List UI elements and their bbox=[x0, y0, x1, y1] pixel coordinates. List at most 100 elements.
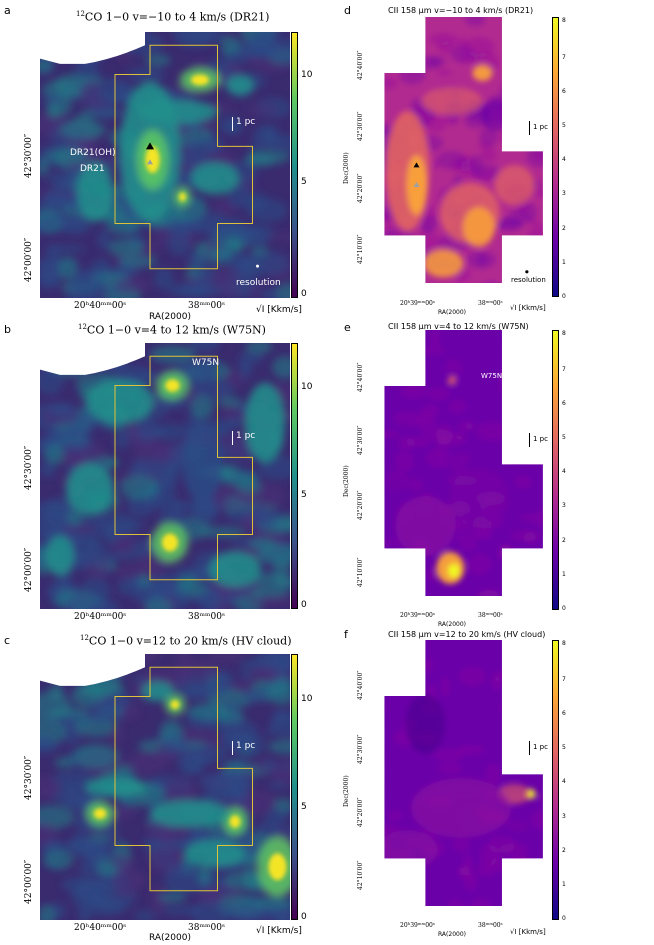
panel-title: 12CO 1−0 v=4 to 12 km/s (W75N) bbox=[78, 323, 266, 337]
colorbar-tick: 7 bbox=[562, 676, 566, 683]
x-tick-label: 20ʰ39ᵐᵐ00ˢ bbox=[400, 922, 435, 929]
scale-bar-label: 1 pc bbox=[236, 117, 256, 127]
panel-label: d bbox=[344, 4, 351, 17]
dr21oh-marker bbox=[146, 142, 154, 150]
cii-map-hv-cloud[interactable] bbox=[372, 640, 550, 920]
scale-bar-label: 1 pc bbox=[533, 435, 548, 443]
y-axis-title: Dec(2000) bbox=[343, 152, 350, 184]
colorbar-tick: 5 bbox=[301, 802, 307, 812]
panel-label: f bbox=[344, 628, 348, 641]
colorbar-tick: 1 bbox=[562, 571, 566, 578]
y-tick-label: 42°00′00″ bbox=[24, 547, 34, 592]
colorbar bbox=[552, 330, 559, 610]
y-tick-label: 42°30′00″ bbox=[24, 133, 34, 178]
co-map-dr21[interactable] bbox=[40, 32, 290, 298]
colorbar-tick: 2 bbox=[562, 537, 566, 544]
y-tick-label: 42°20′00″ bbox=[357, 173, 364, 203]
panel-label: e bbox=[344, 321, 351, 334]
panel-title: CII 158 μm v=−10 to 4 km/s (DR21) bbox=[388, 6, 534, 15]
colorbar-tick: 0 bbox=[562, 605, 566, 612]
colorbar-tick: 5 bbox=[301, 177, 307, 187]
y-tick-label: 42°00′00″ bbox=[24, 859, 34, 904]
colorbar-tick: 3 bbox=[562, 190, 566, 197]
y-axis-title: Dec(2000) bbox=[343, 465, 350, 497]
colorbar bbox=[291, 343, 298, 609]
y-tick-label: 42°40′00″ bbox=[357, 362, 364, 392]
colorbar-tick: 6 bbox=[562, 710, 566, 717]
colorbar-label: √I [Kkm/s] bbox=[510, 928, 546, 936]
x-tick-label: 38ᵐᵐ00ˢ bbox=[478, 612, 503, 619]
co-map-hv-cloud[interactable] bbox=[40, 654, 290, 920]
scale-bar bbox=[529, 433, 530, 447]
dr21-marker bbox=[413, 182, 420, 187]
colorbar-tick: 2 bbox=[562, 225, 566, 232]
x-tick-label: 38ᵐᵐ00ˢ bbox=[188, 612, 225, 622]
panel-label: b bbox=[4, 323, 11, 336]
x-tick-label: 20ʰ40ᵐᵐ00ˢ bbox=[74, 301, 127, 311]
x-tick-label: 38ᵐᵐ00ˢ bbox=[478, 922, 503, 929]
colorbar-tick: 0 bbox=[562, 293, 566, 300]
colorbar-label: √I [Kkm/s] bbox=[256, 305, 302, 315]
x-tick-label: 38ᵐᵐ00ˢ bbox=[188, 301, 225, 311]
annotation-resolution: resolution bbox=[511, 276, 546, 284]
panel-label: c bbox=[4, 634, 11, 647]
colorbar-tick: 0 bbox=[301, 600, 307, 610]
y-tick-label: 42°10′00″ bbox=[357, 860, 364, 890]
panel-title: 12CO 1−0 v=12 to 20 km/s (HV cloud) bbox=[80, 634, 292, 648]
y-tick-label: 42°30′00″ bbox=[357, 111, 364, 141]
scale-bar bbox=[232, 117, 233, 131]
x-tick-label: 20ʰ40ᵐᵐ00ˢ bbox=[74, 612, 127, 622]
colorbar-tick: 7 bbox=[562, 54, 566, 61]
colorbar-tick: 10 bbox=[301, 382, 313, 392]
colorbar-tick: 6 bbox=[562, 88, 566, 95]
x-axis-title: RA(2000) bbox=[149, 933, 191, 943]
colorbar bbox=[291, 654, 298, 920]
annotation-dr21: DR21 bbox=[80, 164, 105, 174]
y-tick-label: 42°40′00″ bbox=[357, 50, 364, 80]
colorbar-tick: 8 bbox=[562, 640, 566, 647]
colorbar-tick: 5 bbox=[562, 744, 566, 751]
y-tick-label: 42°30′00″ bbox=[357, 425, 364, 455]
scale-bar-label: 1 pc bbox=[236, 741, 256, 751]
dr21oh-marker bbox=[413, 162, 420, 168]
y-tick-label: 42°30′00″ bbox=[24, 755, 34, 800]
x-axis-title: RA(2000) bbox=[438, 309, 466, 316]
x-tick-label: 20ʰ39ᵐᵐ00ˢ bbox=[400, 300, 435, 307]
resolution-beam bbox=[525, 270, 529, 274]
y-tick-label: 42°10′00″ bbox=[357, 557, 364, 587]
annotation-dr21oh: DR21(OH) bbox=[70, 148, 116, 158]
colorbar-tick: 6 bbox=[562, 400, 566, 407]
colorbar-label: √I [Kkm/s] bbox=[256, 926, 302, 936]
colorbar-tick: 3 bbox=[562, 502, 566, 509]
cii-map-dr21[interactable] bbox=[372, 17, 550, 297]
annotation-w75n: W75N bbox=[192, 358, 220, 368]
colorbar-tick: 5 bbox=[562, 122, 566, 129]
panel-label: a bbox=[4, 4, 11, 17]
colorbar-tick: 0 bbox=[301, 912, 307, 922]
x-axis-title: RA(2000) bbox=[438, 931, 466, 938]
colorbar-tick: 1 bbox=[562, 259, 566, 266]
y-tick-label: 42°20′00″ bbox=[357, 797, 364, 827]
y-tick-label: 42°30′00″ bbox=[357, 734, 364, 764]
colorbar bbox=[552, 640, 559, 920]
colorbar-tick: 10 bbox=[301, 70, 313, 80]
colorbar-tick: 4 bbox=[562, 156, 566, 163]
scale-bar-label: 1 pc bbox=[533, 123, 548, 131]
y-tick-label: 42°30′00″ bbox=[24, 445, 34, 490]
colorbar-tick: 10 bbox=[301, 694, 313, 704]
colorbar-tick: 8 bbox=[562, 330, 566, 337]
colorbar-label: √I [Kkm/s] bbox=[510, 304, 546, 312]
x-axis-title: RA(2000) bbox=[438, 621, 466, 628]
scale-bar-label: 1 pc bbox=[236, 431, 256, 441]
annotation-w75n: W75N bbox=[481, 372, 503, 380]
cii-map-w75n[interactable] bbox=[372, 330, 550, 610]
colorbar-tick: 0 bbox=[301, 289, 307, 299]
colorbar-tick: 5 bbox=[562, 434, 566, 441]
panel-title: CII 158 μm v=4 to 12 km/s (W75N) bbox=[388, 322, 529, 331]
co-map-w75n[interactable] bbox=[40, 343, 290, 609]
annotation-resolution: resolution bbox=[236, 278, 281, 288]
colorbar-tick: 3 bbox=[562, 813, 566, 820]
scale-bar bbox=[529, 121, 530, 135]
y-tick-label: 42°00′00″ bbox=[24, 237, 34, 282]
x-tick-label: 38ᵐᵐ00ˢ bbox=[188, 923, 225, 933]
